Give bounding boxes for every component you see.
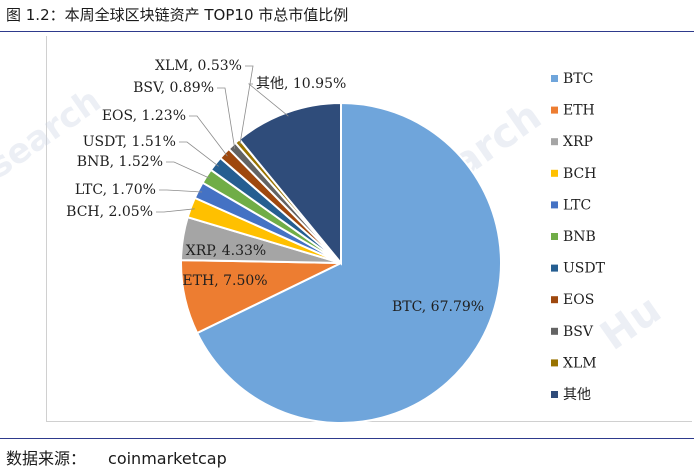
leader-line (179, 141, 219, 167)
figure-title: 图 1.2：本周全球区块链资产 TOP10 市总市值比例 (6, 6, 349, 24)
data-label: BSV, 0.89% (133, 80, 214, 96)
data-label: XLM, 0.53% (155, 58, 242, 74)
legend-label: LTC (563, 197, 591, 213)
leader-line (166, 161, 211, 179)
slices-layer (180, 101, 502, 424)
legend-label: XRP (563, 134, 593, 150)
data-label: 其他, 10.95% (256, 76, 346, 92)
legend-label: USDT (563, 261, 606, 277)
legend-label: BTC (563, 71, 593, 87)
legend-label: ETH (563, 103, 595, 119)
data-label: BNB, 1.52% (77, 154, 163, 170)
leader-line (239, 65, 254, 145)
data-label: ETH, 7.50% (182, 273, 267, 289)
legend-label: XLM (563, 355, 597, 371)
legend-label: BCH (563, 166, 596, 182)
legend-swatch (551, 106, 558, 114)
data-label: USDT, 1.51% (83, 134, 176, 150)
pie-slice-btc (195, 101, 502, 424)
leader-line (189, 115, 228, 157)
legend-swatch (551, 296, 558, 304)
data-label: BCH, 2.05% (66, 204, 153, 220)
data-label: LTC, 1.70% (75, 182, 156, 198)
legend-label: BSV (563, 324, 594, 340)
legend-swatch (551, 327, 558, 335)
data-labels-layer: BTC, 67.79% ETH, 7.50% XRP, 4.33% BCH, 2.05… (66, 58, 484, 315)
pie-slice-other (237, 101, 342, 266)
legend-swatch (551, 75, 558, 82)
legend: BTC ETH XRP BCH LTC BNB USDT EOS BSV XLM 其他 (551, 71, 606, 403)
source-divider (0, 438, 694, 439)
legend-label: BNB (563, 229, 596, 245)
legend-swatch (551, 201, 558, 209)
legend-label: 其他 (563, 387, 591, 403)
legend-swatch (551, 233, 558, 240)
legend-swatch (551, 391, 558, 398)
source-note: 数据来源： coinmarketcap (6, 445, 227, 469)
legend-swatch (551, 264, 558, 272)
legend-label: EOS (563, 292, 594, 308)
legend-swatch (551, 169, 558, 177)
title-divider (0, 31, 694, 32)
legend-swatch (551, 359, 558, 367)
data-label: XRP, 4.33% (186, 243, 266, 259)
legend-swatch (551, 138, 558, 146)
source-label: 数据来源： (6, 449, 87, 468)
data-label: EOS, 1.23% (102, 108, 186, 124)
leader-line (247, 83, 289, 117)
source-value: coinmarketcap (108, 449, 227, 468)
leader-line (217, 87, 236, 149)
leader-lines-layer (156, 65, 289, 213)
leader-line (159, 189, 203, 193)
data-label: BTC, 67.79% (392, 299, 484, 315)
leader-line (156, 208, 195, 213)
